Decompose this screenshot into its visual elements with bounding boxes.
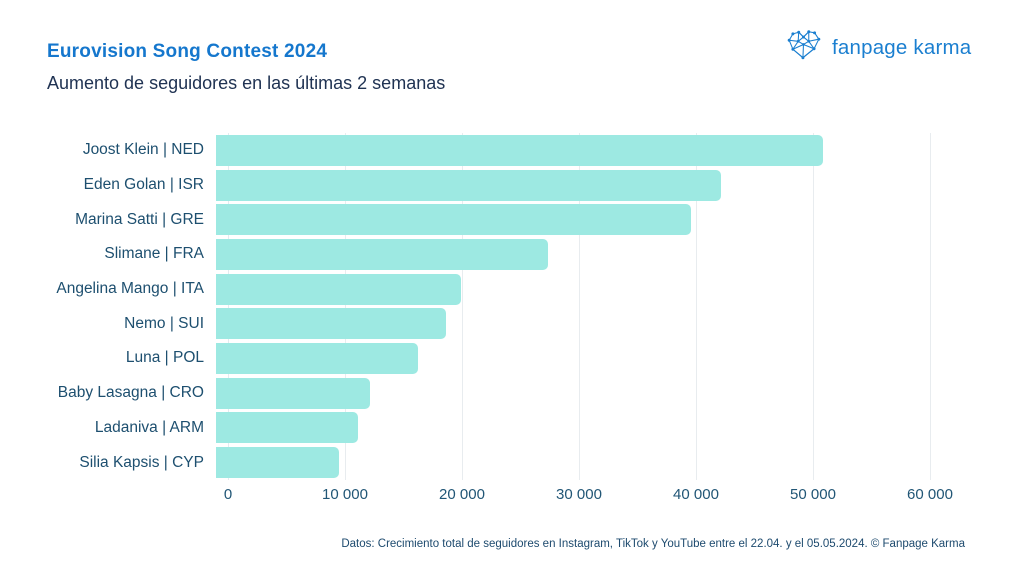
chart-row: Angelina Mango | ITA xyxy=(47,272,930,307)
bar-track xyxy=(216,412,918,444)
category-label: Silia Kapsis | CYP xyxy=(79,453,204,471)
x-tick-label: 60 000 xyxy=(907,486,953,503)
bar xyxy=(216,308,447,340)
bar-track xyxy=(216,134,918,166)
bar-chart: Joost Klein | NED Eden Golan | ISR Marina … xyxy=(47,133,977,533)
gridline xyxy=(345,133,346,480)
category-label: Slimane | FRA xyxy=(104,245,204,263)
chart-row: Ladaniva | ARM xyxy=(47,411,930,446)
x-axis: 0 10 000 20 000 30 000 40 000 50 000 60 000 xyxy=(224,486,953,508)
network-heart-icon xyxy=(786,29,822,66)
gridline xyxy=(462,133,463,480)
bar xyxy=(216,377,371,409)
chart-rows: Joost Klein | NED Eden Golan | ISR Marina … xyxy=(47,133,930,480)
category-label: Joost Klein | NED xyxy=(82,141,204,159)
bar-track xyxy=(216,204,918,236)
bar xyxy=(216,273,461,305)
category-label: Eden Golan | ISR xyxy=(83,176,204,194)
bar-track xyxy=(216,238,918,270)
brand-name: fanpage karma xyxy=(832,35,972,59)
bar-track xyxy=(216,447,918,479)
x-tick-label: 30 000 xyxy=(556,486,602,503)
bar xyxy=(216,238,549,270)
x-tick-label: 0 xyxy=(223,486,233,503)
category-label: Luna | POL xyxy=(125,349,204,367)
gridline xyxy=(696,133,697,480)
bar xyxy=(216,204,692,236)
bar-track xyxy=(216,377,918,409)
x-tick-label: 40 000 xyxy=(673,486,719,503)
chart-row: Luna | POL xyxy=(47,341,930,376)
gridline xyxy=(228,133,229,480)
gridline xyxy=(579,133,580,480)
bar xyxy=(216,447,339,479)
bar-track xyxy=(216,342,918,374)
bar-track xyxy=(216,169,918,201)
category-label: Baby Lasagna | CRO xyxy=(57,384,204,402)
chart-row: Silia Kapsis | CYP xyxy=(47,445,930,480)
x-tick-label: 10 000 xyxy=(322,486,368,503)
bar xyxy=(216,342,419,374)
grid-overlay xyxy=(228,133,931,480)
x-tick-label: 20 000 xyxy=(439,486,485,503)
page-subtitle: Aumento de seguidores en las últimas 2 s… xyxy=(47,73,446,93)
brand-logo: fanpage karma xyxy=(786,29,971,66)
chart-row: Joost Klein | NED xyxy=(47,133,930,168)
category-label: Nemo | SUI xyxy=(124,314,204,332)
bar xyxy=(216,169,722,201)
chart-row: Baby Lasagna | CRO xyxy=(47,376,930,411)
category-label: Marina Satti | GRE xyxy=(75,210,204,228)
chart-caption: Datos: Crecimiento total de seguidores e… xyxy=(341,538,965,550)
bar xyxy=(216,412,358,444)
page-title: Eurovision Song Contest 2024 xyxy=(47,41,328,62)
chart-row: Eden Golan | ISR xyxy=(47,168,930,203)
x-tick-label: 50 000 xyxy=(790,486,836,503)
category-label: Ladaniva | ARM xyxy=(94,418,204,436)
chart-row: Marina Satti | GRE xyxy=(47,202,930,237)
category-label: Angelina Mango | ITA xyxy=(56,280,204,298)
bar xyxy=(216,134,824,166)
gridline xyxy=(813,133,814,480)
chart-row: Slimane | FRA xyxy=(47,237,930,272)
chart-row: Nemo | SUI xyxy=(47,306,930,341)
bar-track xyxy=(216,308,918,340)
gridline xyxy=(930,133,931,480)
bar-track xyxy=(216,273,918,305)
